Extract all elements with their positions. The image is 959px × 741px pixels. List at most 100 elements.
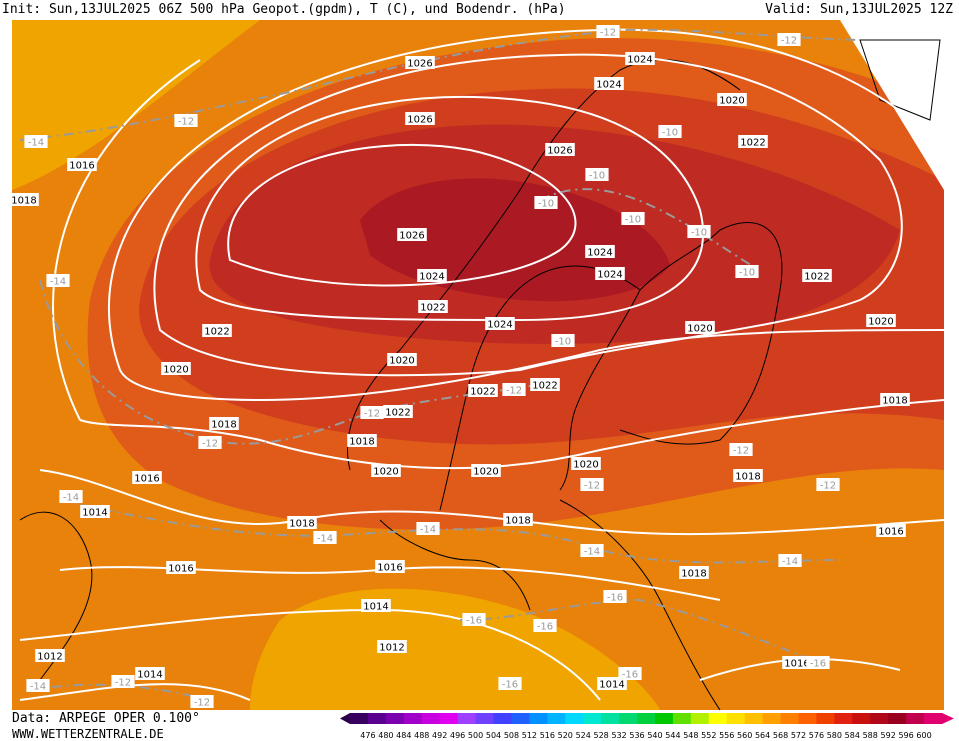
isotherm-label-text: -12 [600, 28, 616, 39]
isobar-label: 1016 [132, 471, 162, 485]
isobar-label-bg [625, 52, 655, 65]
colorbar-swatch [385, 713, 405, 724]
isobar-label-bg [485, 317, 515, 330]
isotherm-label-text: -10 [589, 171, 605, 182]
isobar-label-bg [405, 112, 435, 125]
isobar-label: 1012 [35, 649, 65, 663]
colorbar-tick-label: 540 [647, 731, 662, 740]
isotherm-minus16 [459, 598, 831, 666]
isotherm-label: -10 [687, 225, 711, 239]
map-footer: Data: ARPEGE OPER 0.100° WWW.WETTERZENTR… [0, 710, 959, 741]
isobar-label-bg [471, 464, 501, 477]
isotherm-label: -14 [26, 679, 50, 693]
isobar-label-text: 1026 [407, 59, 432, 70]
colorbar-swatch [798, 713, 817, 724]
isotherm-label-bg [313, 531, 337, 544]
isobar-label: 1024 [625, 52, 655, 66]
isotherm-label-text: -12 [364, 409, 380, 420]
isobar-label-text: 1022 [804, 272, 829, 283]
isotherm-label-bg [580, 544, 604, 557]
isotherm-label-bg [551, 334, 575, 347]
colorbar-tick-label: 532 [611, 731, 626, 740]
isobar-label-text: 1012 [37, 652, 62, 663]
isobar-label-bg [876, 524, 906, 537]
isobar-label-text: 1024 [487, 320, 512, 331]
colorbar-swatch [708, 713, 728, 724]
isobar-label-text: 1016 [168, 564, 193, 575]
colorbar-swatch [888, 713, 907, 724]
isobar-label: 1016 [876, 524, 906, 538]
colorbar-tick-label: 508 [504, 731, 519, 740]
colorbar-tick-label: 584 [845, 731, 860, 740]
isotherm-label-bg [190, 695, 214, 708]
isotherm-label: -16 [533, 619, 557, 633]
isobar-label-bg [371, 464, 401, 477]
isobar-label: 1022 [802, 269, 832, 283]
isobar-label-text: 1016 [878, 527, 903, 538]
isotherm-label-text: -16 [607, 593, 623, 604]
isotherm-label-layer: -12 -12 -12 -14 -10 -10 -10 -10 -10 -10 -14 -10 -12 -… [24, 25, 840, 709]
isobar-label-bg [866, 314, 896, 327]
isotherm-label: -14 [59, 490, 83, 504]
isotherm-label: -12 [729, 443, 753, 457]
isobar-label: 1018 [209, 417, 239, 431]
colorbar-swatch [780, 713, 799, 724]
isobar-label-text: 1018 [882, 396, 907, 407]
isobar-label: 1026 [405, 112, 435, 126]
isotherm-label-text: -10 [739, 268, 755, 279]
colorbar-swatch [619, 713, 638, 724]
isobar-label: 1024 [595, 267, 625, 281]
coast-uk [19, 511, 93, 681]
isotherm-label-bg [462, 613, 486, 626]
colorbar-swatch [421, 713, 441, 724]
colorbar-tick-label: 600 [916, 731, 931, 740]
isobar-1020 [108, 28, 944, 402]
colorbar-swatch [672, 713, 692, 724]
isobar-label-bg [468, 384, 498, 397]
isobar-label-bg [782, 656, 812, 669]
isobar-label: 1026 [545, 143, 575, 157]
isobar-label-text: 1014 [82, 508, 107, 519]
isobar-1022 [153, 53, 903, 377]
isotherm-label: -12 [580, 478, 604, 492]
isobar-label-text: 1018 [12, 196, 37, 207]
isotherm-label-text: -12 [820, 481, 836, 492]
isotherm-label-bg [621, 212, 645, 225]
isobar-label: 1022 [468, 384, 498, 398]
isobar-label: 1026 [397, 228, 427, 242]
isobar-label-bg [12, 193, 39, 206]
isobar-label-bg [503, 513, 533, 526]
isobar-label: 1020 [571, 457, 601, 471]
isobar-label-text: 1026 [407, 115, 432, 126]
isotherm-minus12-north [19, 28, 861, 141]
isobar-label: 1018 [679, 566, 709, 580]
colorbar-tick-label: 552 [701, 731, 716, 740]
isotherm-label-text: -14 [782, 557, 798, 568]
isotherm-label-text: -12 [506, 386, 522, 397]
isobar-label: 1022 [418, 300, 448, 314]
isotherm-label-bg [534, 196, 558, 209]
isobar-label-text: 1012 [379, 643, 404, 654]
isotherm-label: -10 [621, 212, 645, 226]
isotherm-label: -10 [551, 334, 575, 348]
isobar-label-text: 1018 [289, 519, 314, 530]
isobar-label: 1020 [161, 362, 191, 376]
weather-map: 1026 1026 1026 1026 1024 1024 1024 1024 1024 1024… [12, 20, 944, 710]
shading-nw-corner [12, 20, 260, 190]
colorbar-tick-label: 488 [414, 731, 429, 740]
isotherm-label-bg [198, 436, 222, 449]
isobar-label: 1016 [166, 561, 196, 575]
isobar-label-text: 1016 [377, 563, 402, 574]
isotherm-label: -10 [585, 168, 609, 182]
isotherm-label-bg [603, 590, 627, 603]
isobar-label-text: 1022 [740, 138, 765, 149]
isobar-label-text: 1020 [473, 467, 498, 478]
isotherm-label: -12 [777, 33, 801, 47]
isotherm-label-text: -16 [502, 680, 518, 691]
isotherm-label-bg [360, 406, 384, 419]
isotherm-minus14 [59, 499, 841, 564]
colorbar-swatch [601, 713, 620, 724]
isotherm-label-text: -10 [691, 228, 707, 239]
border-baltic [559, 499, 721, 710]
header-init-and-title: Init: Sun,13JUL2025 06Z 500 hPa Geopot.(… [2, 0, 566, 20]
